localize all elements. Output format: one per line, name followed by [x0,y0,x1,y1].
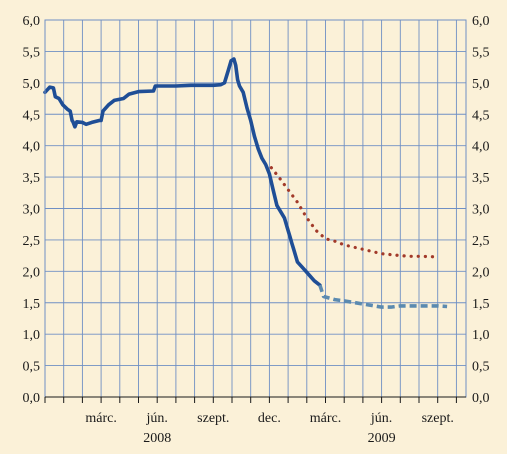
y-tick-label-left: 2,5 [23,234,41,249]
series-line-dashed [318,284,448,309]
x-tick-label: márc. [85,411,116,426]
axes [44,19,467,403]
x-tick-label: jún. [146,411,168,426]
y-tick-label-left: 1,5 [23,297,41,312]
y-tick-label-left: 3,0 [23,203,41,218]
series-line-dotted [269,166,440,259]
y-tick-label-right: 3,5 [472,171,490,186]
x-tick-label: márc. [310,411,341,426]
y-tick-label-right: 5,5 [472,45,490,60]
y-tick-label-right: 0,5 [472,360,490,375]
y-tick-label-right: 2,5 [472,234,490,249]
y-tick-label-left: 5,0 [23,77,41,92]
x-tick-label: szept. [422,411,454,426]
series-line-solid [43,57,322,287]
y-tick-label-right: 1,0 [472,328,490,343]
y-tick-label-left: 6,0 [23,14,41,29]
y-tick-label-right: 2,0 [472,265,490,280]
x-year-label: 2009 [368,431,396,446]
y-tick-label-right: 3,0 [472,203,490,218]
x-tick-label: dec. [258,411,281,426]
y-tick-label-right: 6,0 [472,14,490,29]
x-tick-label: szept. [197,411,229,426]
y-tick-label-left: 3,5 [23,171,41,186]
y-tick-label-right: 4,5 [472,108,490,123]
y-tick-label-left: 4,5 [23,108,41,123]
y-tick-label-right: 0,0 [472,391,490,406]
x-year-label: 2008 [143,431,171,446]
y-tick-label-left: 5,5 [23,45,41,60]
x-tick-label: jún. [370,411,392,426]
series-group [43,57,448,309]
y-tick-label-right: 1,5 [472,297,490,312]
y-tick-label-right: 5,0 [472,77,490,92]
axis-labels: 0,0 0,0 0,5 0,5 1,0 1,0 1,5 1,5 2,0 2,0 2,5 2,5 3,0 3… [23,14,490,446]
y-tick-label-left: 0,0 [23,391,41,406]
y-tick-label-left: 4,0 [23,140,41,155]
y-tick-label-left: 1,0 [23,328,41,343]
y-tick-label-left: 0,5 [23,360,41,375]
y-tick-label-right: 4,0 [472,140,490,155]
y-tick-label-left: 2,0 [23,265,41,280]
